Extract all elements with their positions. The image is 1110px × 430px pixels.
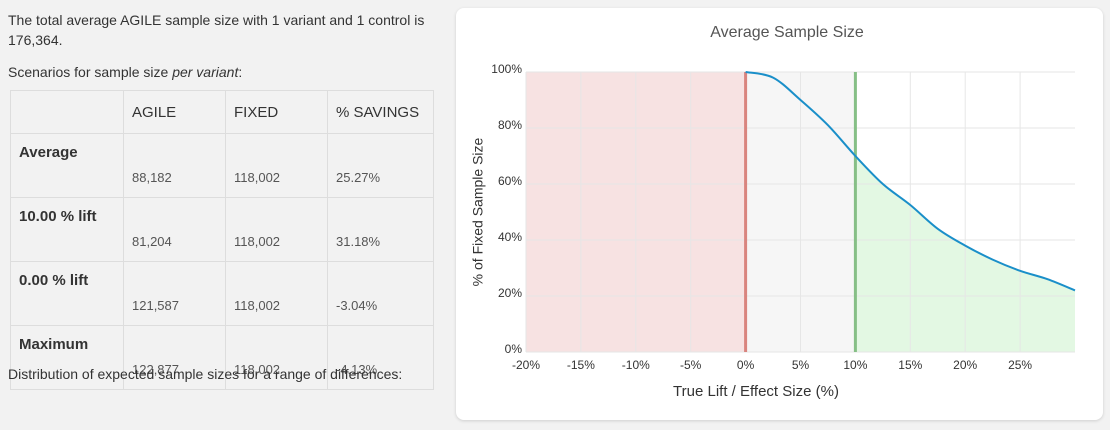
x-axis-label: True Lift / Effect Size (%) xyxy=(673,383,839,400)
header-row: AGILE FIXED% SAVINGS xyxy=(10,90,434,134)
chart-title: Average Sample Size xyxy=(710,24,864,41)
suffix: : xyxy=(238,64,243,80)
intro: The total average AGILE sample size with… xyxy=(8,12,425,48)
y-tick-label: 100% xyxy=(491,62,522,76)
y-tick-label: 0% xyxy=(505,342,523,356)
cell: 31.18% xyxy=(327,197,434,262)
y-axis-label: % of Fixed Sample Size xyxy=(470,137,486,286)
y-tick-label: 20% xyxy=(498,286,522,300)
cell: 118,002 xyxy=(225,197,328,262)
text: Scenarios for sample size xyxy=(8,64,173,80)
x-tick-label: -5% xyxy=(680,358,702,372)
row: 0.00 % lift 121,587 118,002 -3.04% xyxy=(10,261,434,326)
column-header: % SAVINGS xyxy=(327,90,434,134)
cell: 25.27% xyxy=(327,133,434,198)
y-tick-label: 40% xyxy=(498,230,522,244)
x-tick-label: -15% xyxy=(567,358,595,372)
cell: 122,877 xyxy=(123,325,226,390)
y-tick-label: 80% xyxy=(498,118,522,132)
x-tick-label: -20% xyxy=(512,358,540,372)
scenario-table: AGILE FIXED% SAVINGS Average 88,182 118,002 2… xyxy=(10,90,434,390)
column-header: AGILE xyxy=(123,90,226,134)
distribution: Distribution of expected sample sizes fo… xyxy=(8,366,403,382)
chart: Average Sample Size True Lift / Effect S… xyxy=(470,24,1076,400)
x-tick-label: -10% xyxy=(622,358,650,372)
row-label: 10.00 % lift xyxy=(10,197,124,262)
row-label: 0.00 % lift xyxy=(10,261,124,326)
cell: 88,182 xyxy=(123,133,226,198)
cell: 81,204 xyxy=(123,197,226,262)
line xyxy=(745,71,1076,292)
row: Maximum 122,877 118,002 -4.13% xyxy=(10,325,434,390)
row: 10.00 % lift 81,204 118,002 31.18% xyxy=(10,197,434,262)
y-tick-label: 60% xyxy=(498,174,522,188)
chart-card: Average Sample Size True Lift / Effect S… xyxy=(456,8,1103,420)
x-tick-label: 0% xyxy=(737,358,755,372)
x-tick-label: 25% xyxy=(1008,358,1032,372)
cell: -3.04% xyxy=(327,261,434,326)
x-tick-label: 20% xyxy=(953,358,977,372)
emphasis: per variant xyxy=(172,64,239,80)
x-tick-label: 15% xyxy=(898,358,922,372)
row-label: Average xyxy=(10,133,124,198)
row-label: Maximum xyxy=(10,325,124,390)
x-tick-label: 10% xyxy=(843,358,867,372)
scenarios: Scenarios for sample size per variant: xyxy=(8,62,242,82)
x-tick-label: 5% xyxy=(792,358,810,372)
row: Average 88,182 118,002 25.27% xyxy=(10,133,434,198)
column-header: FIXED xyxy=(225,90,328,134)
cell: -4.13% xyxy=(327,325,434,390)
cell: 121,587 xyxy=(123,261,226,326)
cell: 118,002 xyxy=(225,133,328,198)
cell: 118,002 xyxy=(225,261,328,326)
corner xyxy=(10,90,124,134)
